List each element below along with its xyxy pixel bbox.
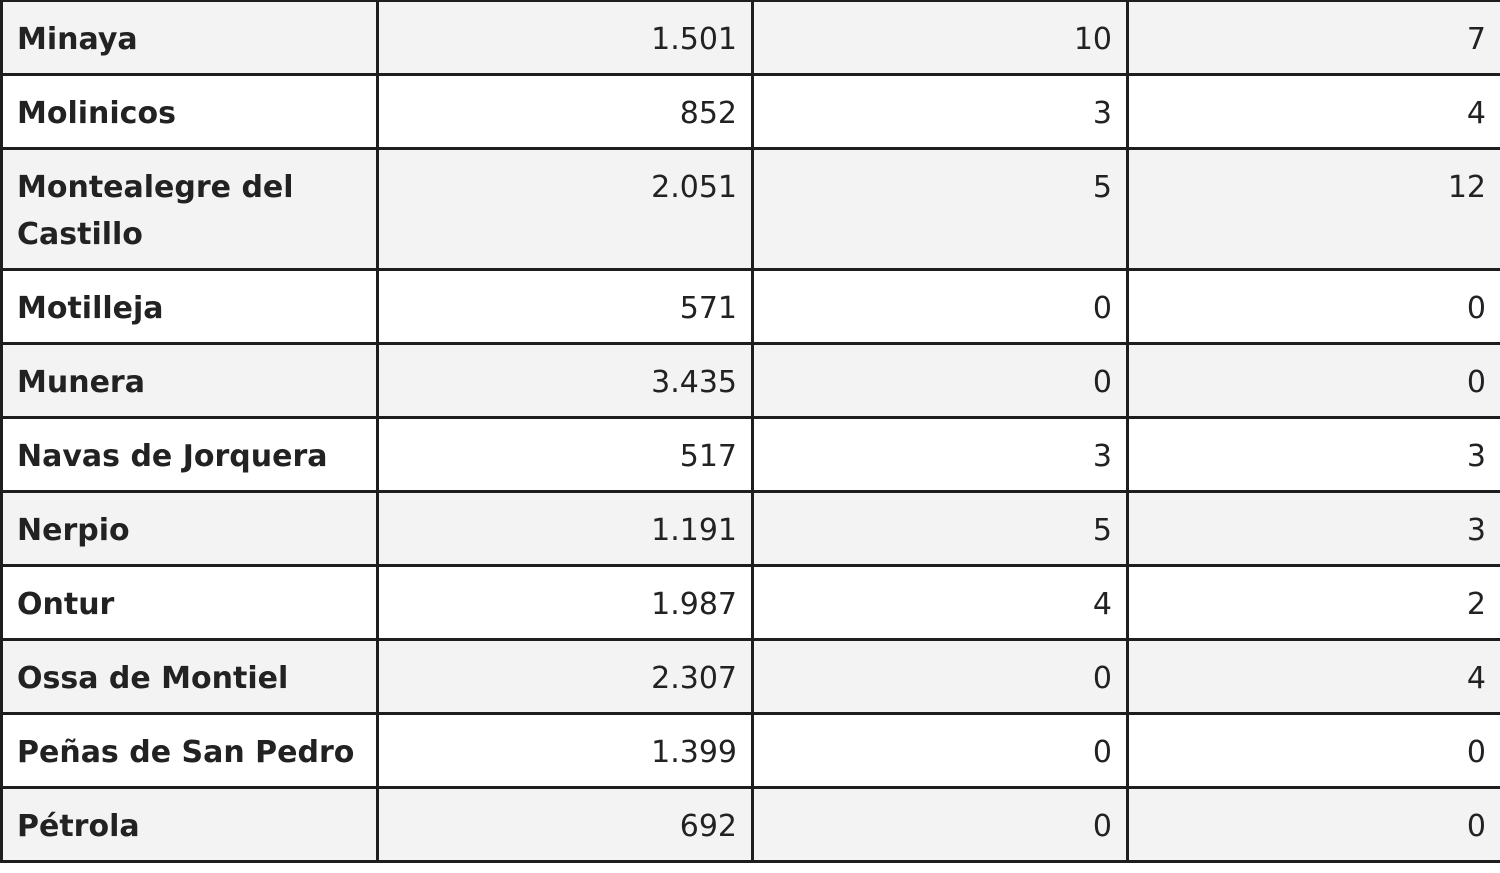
- number-cell: 1.399: [376, 712, 754, 789]
- number-cell: 0: [1126, 268, 1500, 345]
- number-cell: 5: [751, 490, 1129, 567]
- municipality-cell: Pétrola: [0, 786, 379, 863]
- municipality-cell: Navas de Jorquera: [0, 416, 379, 493]
- table-row: Ossa de Montiel 2.307 0 4: [0, 638, 1500, 715]
- table-row: Motilleja 571 0 0: [0, 268, 1500, 345]
- number-cell: 517: [376, 416, 754, 493]
- number-cell: 2.051: [376, 147, 754, 271]
- municipality-cell: Minaya: [0, 0, 379, 76]
- number-cell: 1.501: [376, 0, 754, 76]
- municipality-cell: Ontur: [0, 564, 379, 641]
- number-cell: 3: [1126, 416, 1500, 493]
- table-row: Minaya 1.501 10 7: [0, 0, 1500, 76]
- number-cell: 3: [751, 73, 1129, 150]
- municipality-cell: Munera: [0, 342, 379, 419]
- number-cell: 7: [1126, 0, 1500, 76]
- table-row: Molinicos 852 3 4: [0, 73, 1500, 150]
- table-row: Nerpio 1.191 5 3: [0, 490, 1500, 567]
- number-cell: 0: [751, 712, 1129, 789]
- number-cell: 3: [1126, 490, 1500, 567]
- number-cell: 0: [1126, 712, 1500, 789]
- table-row: Pétrola 692 0 0: [0, 786, 1500, 863]
- number-cell: 0: [1126, 342, 1500, 419]
- number-cell: 4: [1126, 638, 1500, 715]
- table-row: Montealegre del Castillo 2.051 5 12: [0, 147, 1500, 271]
- number-cell: 692: [376, 786, 754, 863]
- number-cell: 2: [1126, 564, 1500, 641]
- table-row: Munera 3.435 0 0: [0, 342, 1500, 419]
- number-cell: 1.191: [376, 490, 754, 567]
- number-cell: 0: [751, 342, 1129, 419]
- table-row: Navas de Jorquera 517 3 3: [0, 416, 1500, 493]
- municipality-cell: Motilleja: [0, 268, 379, 345]
- number-cell: 1.987: [376, 564, 754, 641]
- number-cell: 571: [376, 268, 754, 345]
- municipality-cell: Peñas de San Pedro: [0, 712, 379, 789]
- number-cell: 4: [1126, 73, 1500, 150]
- municipality-cell: Nerpio: [0, 490, 379, 567]
- municipality-cell: Ossa de Montiel: [0, 638, 379, 715]
- municipality-cell: Montealegre del Castillo: [0, 147, 379, 271]
- number-cell: 0: [751, 268, 1129, 345]
- number-cell: 0: [751, 786, 1129, 863]
- municipality-cell: Molinicos: [0, 73, 379, 150]
- number-cell: 3.435: [376, 342, 754, 419]
- number-cell: 3: [751, 416, 1129, 493]
- number-cell: 0: [1126, 786, 1500, 863]
- number-cell: 4: [751, 564, 1129, 641]
- number-cell: 5: [751, 147, 1129, 271]
- number-cell: 852: [376, 73, 754, 150]
- number-cell: 0: [751, 638, 1129, 715]
- number-cell: 10: [751, 0, 1129, 76]
- number-cell: 2.307: [376, 638, 754, 715]
- table-row: Ontur 1.987 4 2: [0, 564, 1500, 641]
- table-row: Peñas de San Pedro 1.399 0 0: [0, 712, 1500, 789]
- number-cell: 12: [1126, 147, 1500, 271]
